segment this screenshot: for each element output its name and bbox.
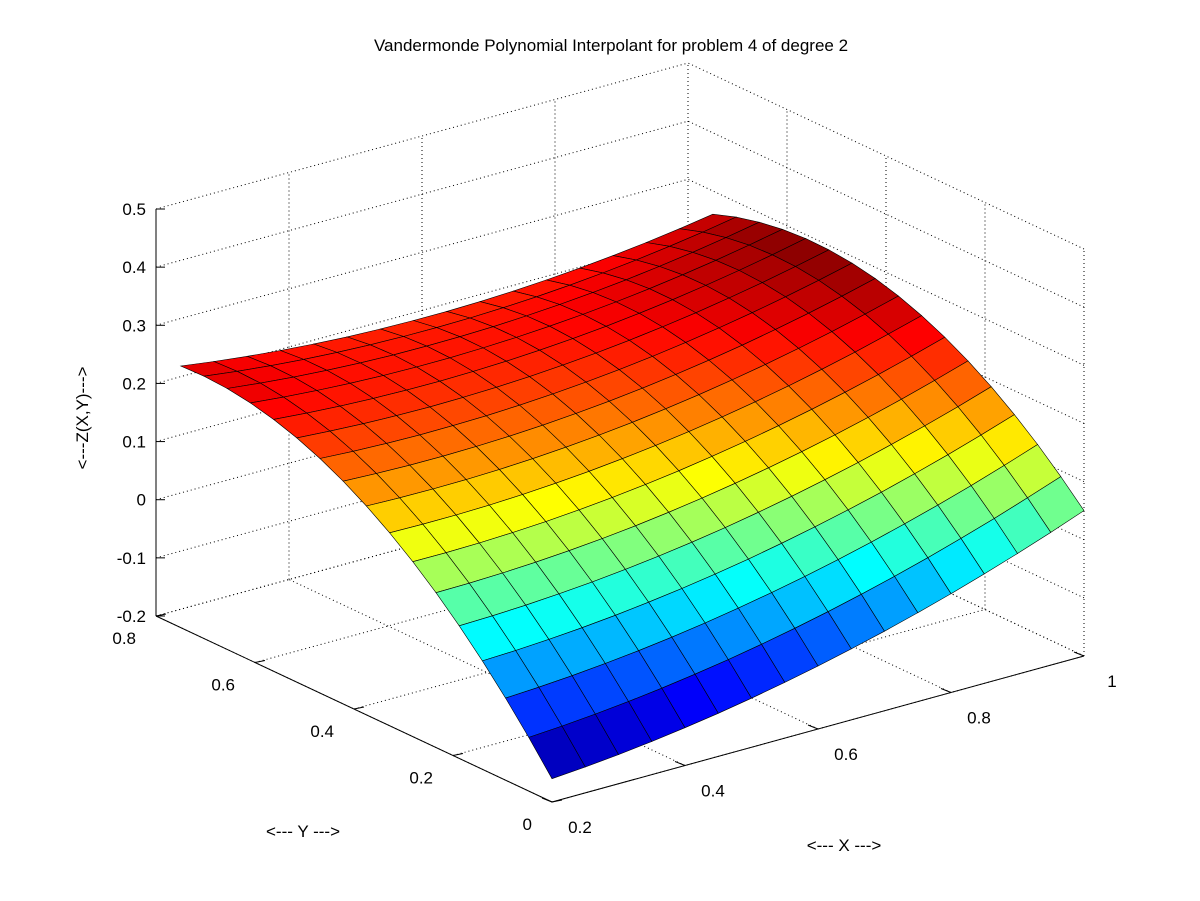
- z-tick-label: 0.3: [122, 316, 146, 335]
- x-axis-label: <--- X --->: [807, 836, 882, 855]
- x-tick: [807, 724, 819, 730]
- surface-mesh: [179, 213, 1085, 780]
- x-tick-label: 0.2: [568, 818, 592, 837]
- z-axis-label: <---Z(X,Y)--->: [73, 366, 92, 469]
- y-tick: [254, 660, 266, 663]
- x-tick-label: 1: [1107, 672, 1116, 691]
- grid-line: [155, 62, 689, 210]
- x-tick-label: 0.8: [967, 709, 991, 728]
- z-tick-label: 0.4: [122, 258, 146, 277]
- grid-line: [687, 178, 1085, 366]
- x-tick-label: 0.4: [701, 782, 725, 801]
- y-tick: [551, 799, 563, 803]
- x-tick-label: 0.6: [834, 745, 858, 764]
- y-tick-label: 0.2: [409, 769, 433, 788]
- y-tick-label: 0: [523, 815, 532, 834]
- surface-cell: [528, 725, 586, 780]
- y-tick: [353, 706, 365, 710]
- y-tick-label: 0.8: [112, 629, 136, 648]
- x-tick: [1073, 651, 1085, 657]
- z-tick-label: -0.1: [117, 549, 146, 568]
- y-axis-label: <--- Y --->: [266, 822, 340, 841]
- grid-line: [687, 120, 1085, 308]
- chart-title: Vandermonde Polynomial Interpolant for p…: [374, 36, 848, 55]
- axes: [155, 208, 1085, 803]
- grid-line: [687, 62, 1085, 250]
- x-tick: [674, 761, 686, 766]
- y-tick-label: 0.6: [211, 676, 235, 695]
- z-tick-label: 0.2: [122, 374, 146, 393]
- z-tick-label: 0.5: [122, 200, 146, 219]
- z-tick-label: 0.1: [122, 433, 146, 452]
- y-tick: [452, 753, 464, 756]
- z-tick-label: 0: [137, 491, 146, 510]
- tick-labels: 0.2 0.4 0.6 0.8 1 0 0.2 0.4 0.6 0.8 -0.2 -0.1 0 0.1 0.…: [112, 200, 1116, 837]
- x-tick: [541, 797, 553, 803]
- z-tick-label: -0.2: [117, 607, 146, 626]
- y-tick-label: 0.4: [310, 722, 334, 741]
- x-tick: [940, 688, 952, 693]
